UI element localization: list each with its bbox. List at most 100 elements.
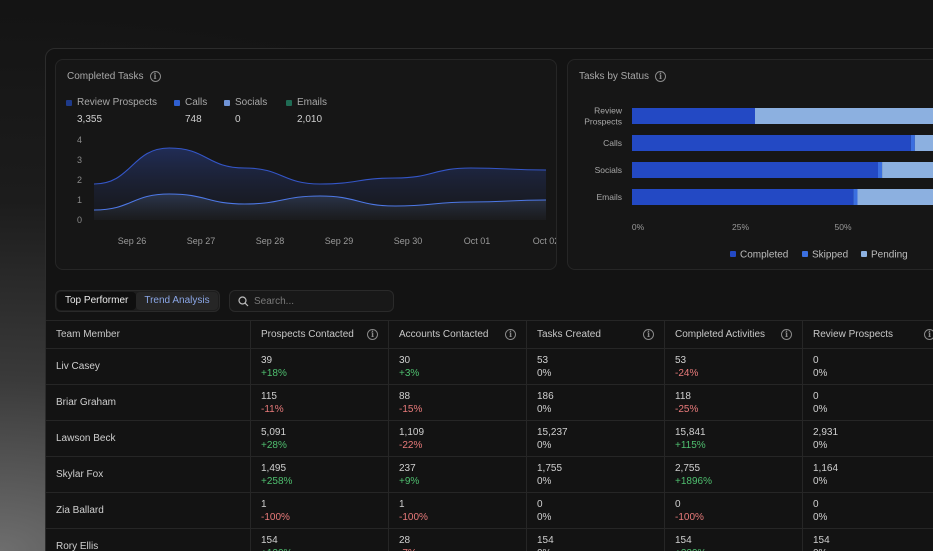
table-row[interactable]: Skylar Fox 1,495 +258% 237 +9% 1,755 0% 2,755 +1… <box>46 456 933 492</box>
x-tick-label: Oct 02 <box>533 236 556 246</box>
legend-label: Emails <box>286 97 346 108</box>
info-icon[interactable]: i <box>149 71 161 82</box>
table-row[interactable]: Briar Graham 115 -11% 88 -15% 186 0% 118 -25% 0 0% <box>46 384 933 420</box>
legend-item-calls[interactable]: Calls 748 <box>174 97 224 125</box>
bar-emails-completed[interactable] <box>632 189 854 205</box>
metric-cell-completed-activities: 118 -25% <box>665 385 803 420</box>
metric-value: 1 <box>399 498 405 510</box>
table-row[interactable]: Rory Ellis154+120%28-7%1540%154+229%1540… <box>46 528 933 551</box>
metric-cell-completed-activities: 2,755 +1896% <box>665 457 803 492</box>
column-header-label: Accounts Contacted <box>399 329 489 340</box>
metric-change: -25% <box>675 403 699 415</box>
bar-socials-pending[interactable] <box>882 162 933 178</box>
metric-change: +229% <box>675 547 802 551</box>
bar-review-prospects-completed[interactable] <box>632 108 755 124</box>
metric-cell-prospects-contacted: 39 +18% <box>251 349 389 384</box>
info-icon[interactable]: i <box>924 329 933 340</box>
column-header-label: Completed Activities <box>675 329 766 340</box>
metric-cell-tasks-created: 1,755 0% <box>527 457 665 492</box>
category-label: Calls <box>603 138 622 148</box>
completed-tasks-title: Completed Tasks i <box>67 71 161 82</box>
legend-value: 0 <box>235 114 241 125</box>
metric-value: 1 <box>261 498 267 510</box>
metric-value: 28 <box>399 534 411 546</box>
info-icon[interactable]: i <box>781 329 792 340</box>
metric-change: +18% <box>261 367 287 379</box>
info-icon[interactable]: i <box>655 71 667 82</box>
metric-value: 2,755 <box>675 462 701 474</box>
completed-tasks-chart: 0 1 2 3 4 Sep 26 Sep 27 Sep 28 Sep 29 Sep 30 Oct 0… <box>77 135 556 246</box>
column-header-completed-activities[interactable]: Completed Activities i <box>665 321 803 348</box>
series-line-calls <box>93 193 547 211</box>
metric-cell-tasks-created: 186 0% <box>527 385 665 420</box>
metric-change: 0% <box>537 367 552 379</box>
metric-value: 154 <box>261 534 278 546</box>
series-line-review-prospects <box>93 147 547 185</box>
bar-emails-skipped[interactable] <box>853 189 858 205</box>
metric-cell-tasks-created: 1540% <box>527 529 665 551</box>
tasks-by-status-card: Tasks by Status i Review Prospects Calls So… <box>567 59 933 270</box>
metric-change: +258% <box>261 475 293 487</box>
metric-change: +28% <box>261 439 287 451</box>
completed-tasks-legend: Review Prospects 3,355 Calls 748 Socials 0 Ema… <box>66 97 346 125</box>
legend-item-review-prospects[interactable]: Review Prospects 3,355 <box>66 97 174 125</box>
bar-review-prospects-pending[interactable] <box>755 108 933 124</box>
table-row[interactable]: Zia Ballard 1 -100% 1 -100% 0 0% 0 -100% 0 0% <box>46 492 933 528</box>
metric-value: 0 <box>537 498 543 510</box>
dashboard-panel: Completed Tasks i Review Prospects 3,355 C… <box>45 48 933 551</box>
legend-label-pending[interactable]: Pending <box>871 250 908 261</box>
metric-change: -100% <box>675 511 704 523</box>
bar-emails-pending[interactable] <box>857 189 933 205</box>
metric-value: 118 <box>675 390 691 402</box>
info-icon[interactable]: i <box>643 329 654 340</box>
search-input[interactable] <box>254 295 384 307</box>
column-header-prospects-contacted[interactable]: Prospects Contacted i <box>251 321 389 348</box>
bar-calls-completed[interactable] <box>632 135 911 151</box>
legend-item-socials[interactable]: Socials 0 <box>224 97 286 125</box>
team-member-name: Lawson Beck <box>46 421 251 456</box>
legend-label-skipped[interactable]: Skipped <box>812 250 848 261</box>
x-tick-label: 50% <box>834 222 851 232</box>
search-box[interactable] <box>229 290 394 312</box>
tab-top-performer[interactable]: Top Performer <box>57 292 137 310</box>
legend-label-completed[interactable]: Completed <box>740 250 788 261</box>
info-icon[interactable]: i <box>367 329 378 340</box>
bar-socials-skipped[interactable] <box>878 162 883 178</box>
info-icon[interactable]: i <box>505 329 516 340</box>
team-member-name: Rory Ellis <box>46 529 251 551</box>
bar-calls-skipped[interactable] <box>910 135 915 151</box>
metric-change: 0% <box>813 511 828 523</box>
metric-change: -7% <box>399 547 526 551</box>
metric-value: 1,109 <box>399 426 425 438</box>
legend-value: 3,355 <box>77 114 103 125</box>
bar-calls-pending[interactable] <box>914 135 933 151</box>
metric-value: 15,237 <box>537 426 568 438</box>
column-header-team-member[interactable]: Team Member <box>46 321 251 348</box>
table-row[interactable]: Lawson Beck 5,091 +28% 1,109 -22% 15,237 0% 15,… <box>46 420 933 456</box>
legend-item-emails[interactable]: Emails 2,010 <box>286 97 346 125</box>
completed-tasks-card: Completed Tasks i Review Prospects 3,355 C… <box>55 59 557 270</box>
metric-cell-review-prospects: 1540% <box>803 529 933 551</box>
metric-cell-prospects-contacted: 5,091 +28% <box>251 421 389 456</box>
metric-value: 1,164 <box>813 462 839 474</box>
metric-value: 0 <box>813 354 819 366</box>
column-header-tasks-created[interactable]: Tasks Created i <box>527 321 665 348</box>
team-member-name: Briar Graham <box>46 385 251 420</box>
metric-value: 2,931 <box>813 426 839 438</box>
column-header-review-prospects[interactable]: Review Prospects i <box>803 321 933 348</box>
metric-cell-review-prospects: 2,931 0% <box>803 421 933 456</box>
tab-trend-analysis[interactable]: Trend Analysis <box>136 292 218 310</box>
table-row[interactable]: Liv Casey 39 +18% 30 +3% 53 0% 53 -24% 0 0% <box>46 348 933 384</box>
metric-cell-tasks-created: 0 0% <box>527 493 665 528</box>
metric-change: 0% <box>537 475 552 487</box>
x-tick-label: Oct 01 <box>464 236 491 246</box>
bar-socials-completed[interactable] <box>632 162 878 178</box>
legend-value: 748 <box>185 114 202 125</box>
metric-value: 154 <box>813 534 830 546</box>
category-label: Review <box>594 106 623 116</box>
metric-cell-completed-activities: 15,841 +115% <box>665 421 803 456</box>
column-header-accounts-contacted[interactable]: Accounts Contacted i <box>389 321 527 348</box>
legend-swatch-skipped <box>802 251 808 257</box>
metric-value: 0 <box>675 498 681 510</box>
